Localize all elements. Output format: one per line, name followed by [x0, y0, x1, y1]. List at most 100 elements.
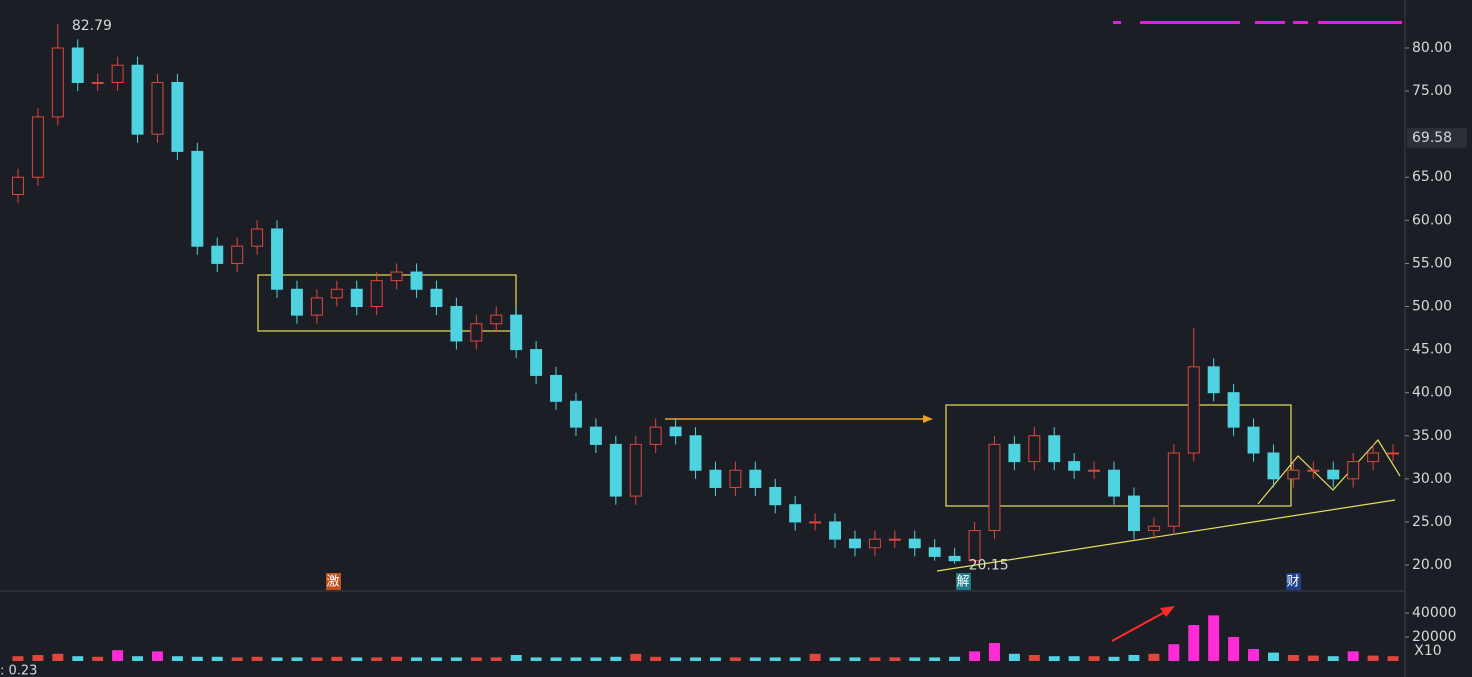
- volume-bar: [12, 656, 24, 661]
- candle-body: [729, 469, 742, 488]
- candle-body: [31, 116, 44, 178]
- candle-body: [1167, 452, 1180, 527]
- candle-body: [1327, 469, 1340, 480]
- volume-bar: [590, 657, 602, 661]
- top-markers: [1113, 21, 1402, 24]
- event-label: 财: [1286, 575, 1299, 590]
- candle-body: [450, 306, 463, 342]
- candle-body: [868, 538, 881, 549]
- candle-body: [1207, 366, 1220, 394]
- volume-bar: [211, 656, 223, 661]
- candle-body: [609, 443, 622, 497]
- candle-body: [410, 271, 423, 290]
- volume-bar: [670, 657, 682, 661]
- y-tick-label: 80.00: [1412, 40, 1452, 56]
- volume-bar: [1168, 644, 1180, 661]
- volume-bar: [171, 656, 183, 661]
- candle-body: [649, 426, 662, 445]
- volume-bar: [351, 657, 363, 661]
- marker: [1293, 21, 1308, 24]
- volume-bar: [1208, 615, 1220, 661]
- candle-body: [769, 486, 782, 506]
- volume-bar: [1287, 655, 1299, 661]
- volume-bar: [92, 656, 104, 661]
- candle-body: [908, 538, 921, 549]
- candle-body: [589, 426, 602, 445]
- high-label: 82.79: [72, 18, 112, 34]
- volume-bar: [1048, 656, 1060, 661]
- candle-body: [829, 521, 842, 540]
- event-badge: [326, 573, 341, 590]
- arrow-head: [1160, 606, 1175, 617]
- candle-body: [1227, 392, 1240, 428]
- volume-bar: [530, 657, 542, 661]
- candle-body: [1028, 435, 1041, 463]
- event-label: 解: [956, 575, 969, 590]
- candle-body: [430, 288, 443, 308]
- candle-body: [1387, 452, 1400, 455]
- volume-bar: [112, 650, 124, 661]
- candle-body: [1088, 469, 1101, 472]
- candle-body: [211, 245, 224, 264]
- current-price-box: [1407, 127, 1467, 148]
- marker: [1318, 21, 1402, 24]
- candle-body: [569, 400, 582, 428]
- volume-bar: [231, 657, 243, 661]
- box-annotation: [257, 274, 517, 332]
- volume-bar: [470, 657, 482, 661]
- volume-bar: [490, 657, 502, 661]
- volume-bar: [430, 657, 442, 661]
- volume-bar: [510, 655, 522, 661]
- candle-body: [1267, 452, 1280, 480]
- volume-bar: [650, 656, 662, 661]
- drawings: [257, 274, 1401, 572]
- candle-body: [1068, 461, 1081, 471]
- volume-bar: [749, 657, 761, 661]
- candle-body: [709, 469, 722, 488]
- event-label: 激: [326, 575, 339, 590]
- volume-bar: [271, 657, 283, 661]
- candle-body: [191, 150, 204, 247]
- candle-body: [968, 530, 981, 562]
- volume-bar: [1327, 656, 1339, 661]
- volume-bar: [1088, 656, 1100, 661]
- y-tick-label: 20.00: [1412, 557, 1452, 573]
- candle-body: [1147, 525, 1160, 532]
- candle-body: [390, 271, 403, 282]
- arrow-line: [1111, 611, 1166, 642]
- candle-body: [809, 521, 822, 524]
- y-tick-label: 45.00: [1412, 342, 1452, 358]
- candle-body: [131, 64, 144, 135]
- volume-bar: [291, 657, 303, 661]
- volume-bar: [630, 653, 642, 661]
- volume-bar: [1267, 652, 1279, 661]
- volume-bar: [729, 657, 741, 661]
- candle-body: [330, 288, 343, 299]
- y-tick-label: 25.00: [1412, 514, 1452, 530]
- y-tick-label: 60.00: [1412, 212, 1452, 228]
- volume-bar: [1307, 655, 1319, 661]
- y-tick-label: 65.00: [1412, 169, 1452, 185]
- marker: [1113, 21, 1121, 24]
- volume-bar: [829, 657, 841, 661]
- candle-body: [350, 288, 363, 308]
- volume-bar: [769, 657, 781, 661]
- volume-bar: [1008, 653, 1020, 661]
- volume-bar: [909, 657, 921, 661]
- zigzag-line: [1257, 439, 1401, 505]
- volume-bar: [929, 657, 941, 661]
- candle-body: [310, 297, 323, 316]
- candle-body: [948, 555, 961, 562]
- candle-body: [550, 374, 563, 402]
- volume-bar: [969, 651, 981, 661]
- candle-body: [1127, 495, 1140, 532]
- candle-body: [1008, 443, 1021, 463]
- candle-body: [689, 435, 702, 471]
- candle-body: [888, 538, 901, 541]
- event-badge: [1286, 573, 1301, 590]
- candle-body: [1048, 435, 1061, 463]
- volume-bar: [809, 653, 821, 661]
- candle-body: [749, 469, 762, 488]
- volume-bar: [1367, 655, 1379, 661]
